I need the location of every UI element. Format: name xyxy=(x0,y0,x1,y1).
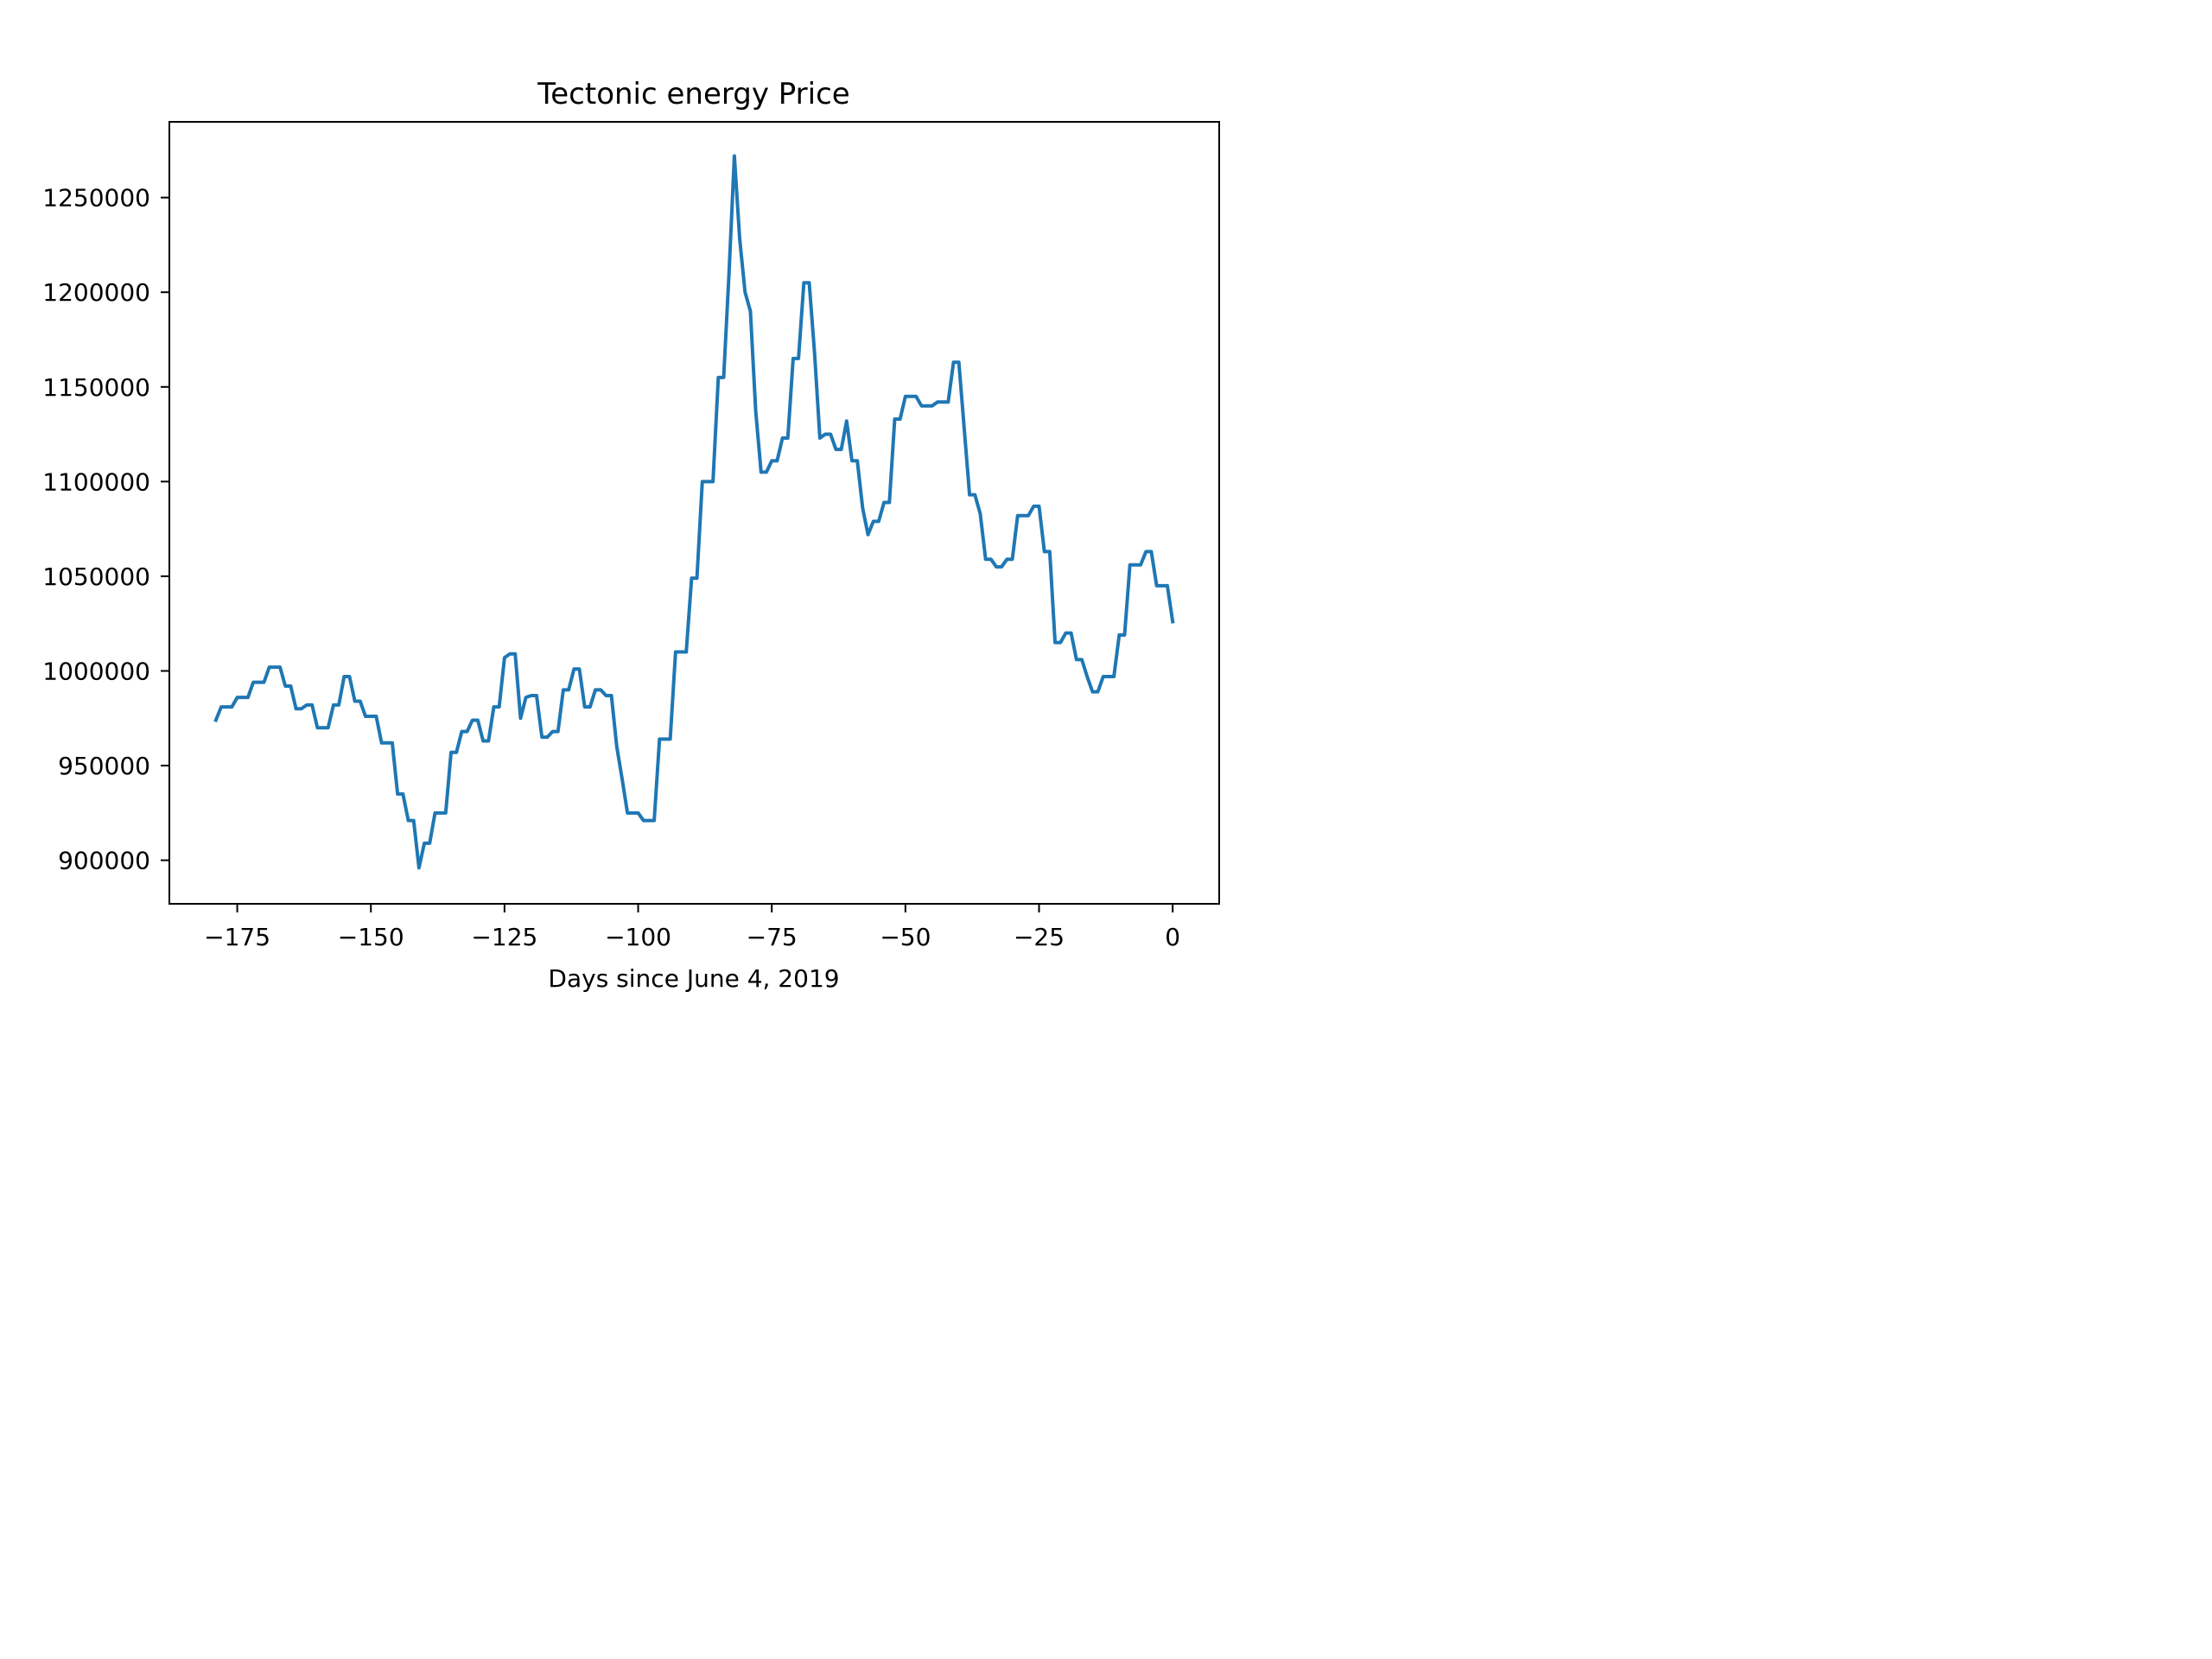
chart-title: Tectonic energy Price xyxy=(537,77,849,111)
price-line xyxy=(213,154,1175,870)
x-tick-label: −125 xyxy=(471,923,537,951)
y-tick-label: 1200000 xyxy=(42,278,150,307)
y-tick-label: 900000 xyxy=(58,847,150,875)
y-tick-label: 1250000 xyxy=(42,184,150,213)
x-tick-label: 0 xyxy=(1165,923,1180,951)
x-tick-label: −50 xyxy=(880,923,931,951)
x-tick-label: −75 xyxy=(747,923,798,951)
y-tick-label: 950000 xyxy=(58,752,150,780)
y-axis: 900000 950000 1000000 1050000 1100000 1150000… xyxy=(42,184,169,875)
y-tick-label: 1100000 xyxy=(42,467,150,496)
line-chart: Tectonic energy Price 900000 950000 100000… xyxy=(0,0,1336,1002)
x-axis-title: Days since June 4, 2019 xyxy=(548,964,839,993)
x-tick-label: −25 xyxy=(1014,923,1065,951)
figure-background xyxy=(0,0,1336,1002)
y-tick-label: 1000000 xyxy=(42,657,150,685)
y-tick-label: 1050000 xyxy=(42,563,150,591)
x-axis: −175 −150 −125 −100 −75 −50 −25 0 xyxy=(204,904,1180,951)
x-tick-label: −175 xyxy=(204,923,270,951)
plot-area-frame xyxy=(168,121,1220,905)
x-tick-label: −150 xyxy=(338,923,404,951)
x-tick-label: −100 xyxy=(605,923,671,951)
y-tick-label: 1150000 xyxy=(42,373,150,402)
